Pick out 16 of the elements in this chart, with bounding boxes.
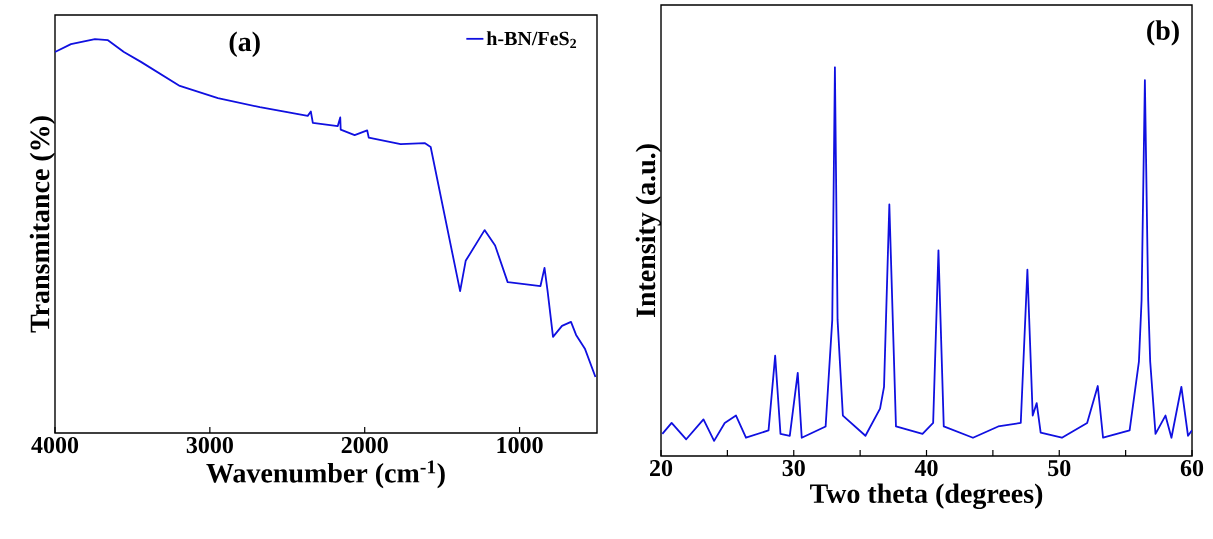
x-tick-label: 20 [650, 459, 673, 477]
text: (b) [1147, 20, 1179, 46]
x-tick-label: 30 [782, 459, 805, 477]
x-tick-label: 3000 [186, 436, 233, 454]
x-tick-label: 60 [1180, 459, 1204, 477]
y-axis-title: Intensity (a.u.) [635, 144, 662, 318]
annotation: (a) [229, 31, 260, 57]
y-axis-title: Transmitance (%) [29, 116, 56, 333]
x-tick-label: 1000 [497, 436, 543, 454]
x-tick-label: 4000 [31, 436, 79, 454]
x-tick-label: 50 [1048, 459, 1071, 477]
x-tick-label: 40 [914, 459, 938, 477]
x-axis-title: Two theta (degrees) [810, 483, 1043, 509]
legend-label: h-BN/FeS$_{2}$ [486, 31, 577, 49]
x-axis-title: Wavenumber (cm$^{-1}$) [206, 460, 445, 489]
x-tick-label: 2000 [341, 436, 388, 454]
